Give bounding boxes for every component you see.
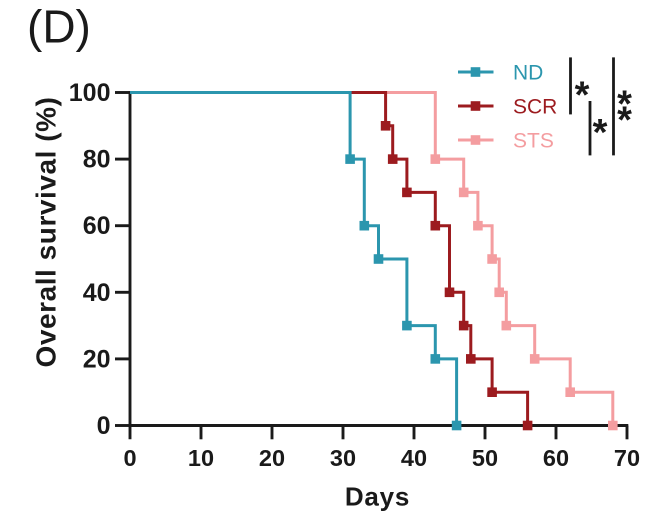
svg-text:*: * xyxy=(593,112,608,154)
svg-text:*: * xyxy=(575,75,590,117)
svg-text:Overall survival (%): Overall survival (%) xyxy=(31,97,62,368)
svg-text:SCR: SCR xyxy=(513,96,557,119)
svg-text:100: 100 xyxy=(69,79,111,107)
svg-text:40: 40 xyxy=(83,279,111,307)
svg-text:*: * xyxy=(617,84,632,126)
svg-text:0: 0 xyxy=(97,412,111,440)
svg-text:20: 20 xyxy=(83,345,111,373)
svg-text:50: 50 xyxy=(472,445,498,471)
svg-text:80: 80 xyxy=(83,146,111,174)
svg-text:20: 20 xyxy=(259,445,285,471)
svg-text:Days: Days xyxy=(345,482,410,512)
svg-text:0: 0 xyxy=(123,445,136,471)
svg-text:60: 60 xyxy=(83,212,111,240)
svg-text:10: 10 xyxy=(188,445,214,471)
svg-text:ND: ND xyxy=(513,62,543,85)
svg-text:40: 40 xyxy=(401,445,427,471)
svg-text:30: 30 xyxy=(330,445,356,471)
svg-text:STS: STS xyxy=(513,130,554,153)
svg-text:60: 60 xyxy=(543,445,569,471)
svg-text:(D): (D) xyxy=(27,1,91,53)
svg-text:*: * xyxy=(617,100,632,142)
svg-text:70: 70 xyxy=(614,445,640,471)
